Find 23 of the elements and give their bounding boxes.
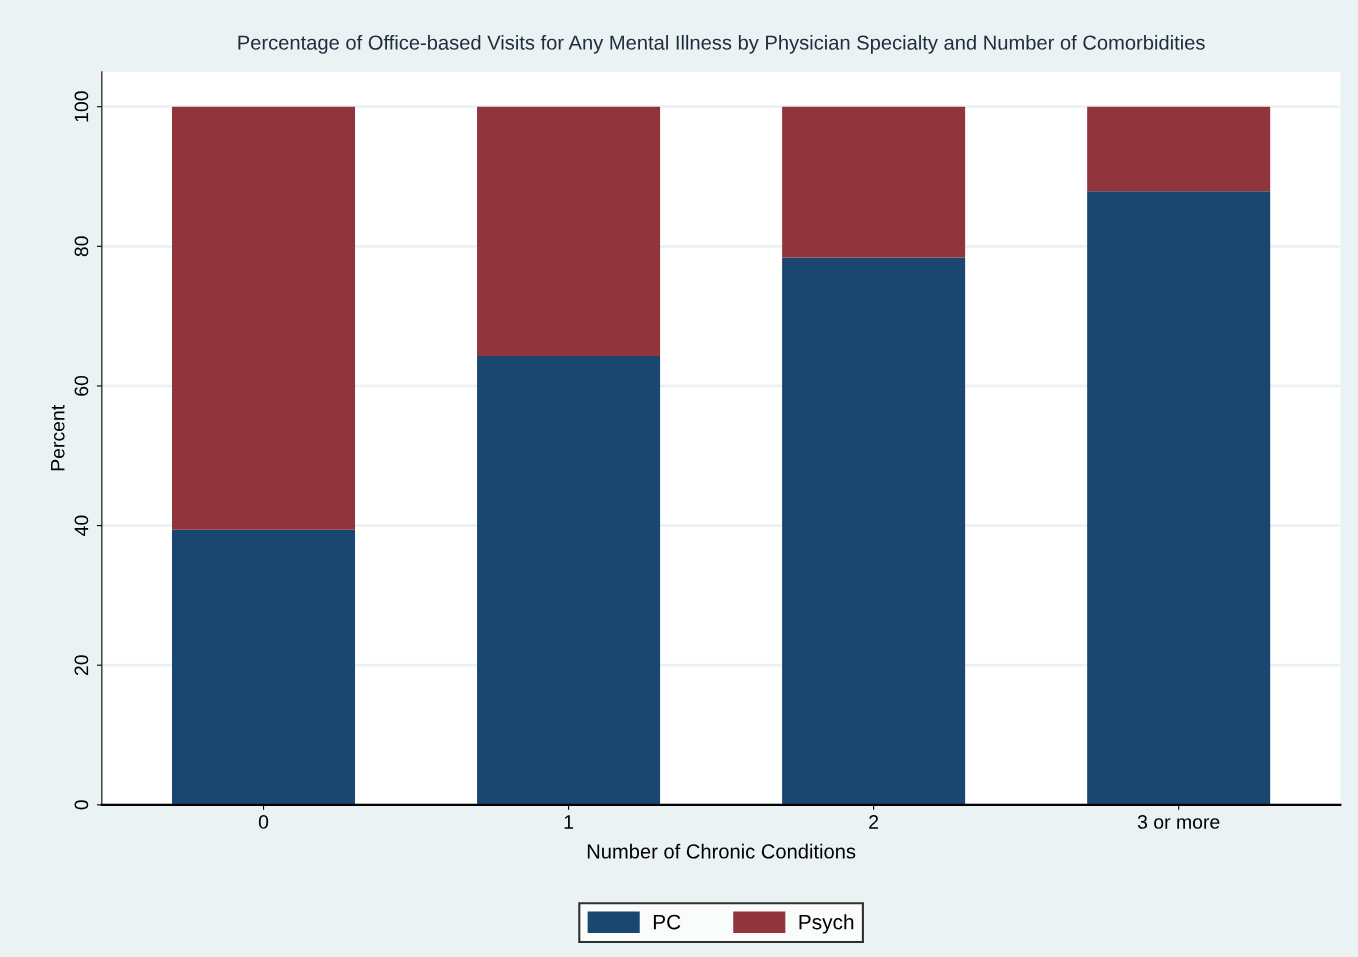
bar bbox=[172, 106, 356, 530]
bar bbox=[477, 106, 661, 356]
legend-label: Psych bbox=[799, 914, 854, 934]
bar bbox=[477, 355, 661, 805]
bar bbox=[1087, 191, 1271, 805]
x-tick-label: 2 bbox=[869, 815, 879, 829]
x-tick-label: 3 or more bbox=[1137, 815, 1220, 829]
x-tick-label: 1 bbox=[564, 815, 574, 829]
bar bbox=[782, 106, 966, 258]
legend-label: PC bbox=[653, 914, 681, 930]
y-tick-label: 0 bbox=[74, 800, 89, 810]
y-tick-label: 40 bbox=[74, 515, 89, 536]
y-tick-label: 100 bbox=[74, 91, 89, 122]
x-axis-title: Number of Chronic Conditions bbox=[587, 843, 856, 859]
bar bbox=[172, 529, 356, 805]
y-tick-label: 20 bbox=[74, 655, 89, 676]
y-tick-label: 60 bbox=[74, 375, 89, 396]
bar bbox=[1087, 106, 1271, 192]
chart-title: Percentage of Office-based Visits for Any Mental Illness by Physician Specialty and Number of Comorbidities bbox=[238, 34, 1205, 54]
bar bbox=[782, 257, 966, 805]
x-tick-label: 0 bbox=[258, 815, 269, 829]
y-tick-label: 80 bbox=[74, 236, 89, 257]
y-axis-title: Percent bbox=[51, 404, 65, 471]
